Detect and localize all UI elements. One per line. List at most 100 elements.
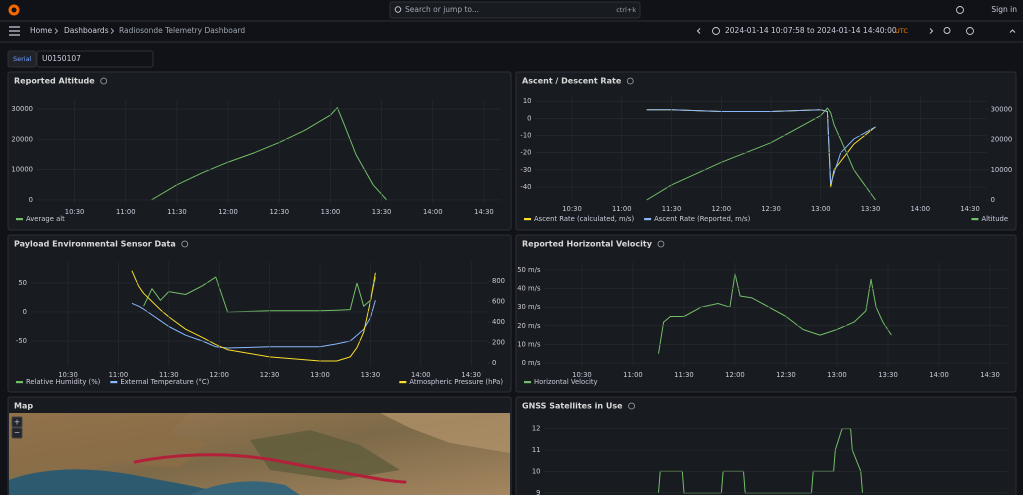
- x-tick-label: 14:00: [411, 371, 431, 379]
- breadcrumb-dashboards[interactable]: Dashboards: [64, 26, 109, 35]
- zoom-in[interactable]: +: [14, 418, 20, 427]
- y-tick-label: 40 m/s: [517, 285, 541, 293]
- x-tick-label: 12:00: [725, 371, 745, 379]
- chevron: [54, 28, 59, 34]
- y2-tick-label: 0: [991, 196, 995, 204]
- y-tick-label: -20: [520, 149, 531, 157]
- x-tick-label: 13:30: [372, 208, 392, 216]
- map-terrain: [380, 413, 510, 453]
- y-tick-label: 10 m/s: [517, 340, 541, 348]
- x-tick-label: 11:30: [159, 371, 179, 379]
- x-tick-label: 13:30: [361, 371, 381, 379]
- y-tick-label: 30000: [11, 105, 33, 113]
- search-box[interactable]: [389, 1, 641, 19]
- shift-back[interactable]: [696, 28, 701, 34]
- flight-track: [133, 453, 407, 484]
- panel-title: Map: [14, 402, 33, 411]
- y-tick-label: 0: [29, 196, 33, 204]
- search-shortcut: ctrl+k: [616, 6, 636, 14]
- zoom-in-button[interactable]: [11, 416, 23, 428]
- x-tick-label: 13:00: [310, 371, 330, 379]
- sign-in[interactable]: Sign in: [991, 5, 1017, 14]
- legend-label: Altitude: [981, 215, 1008, 223]
- panel: [515, 396, 1017, 495]
- y-tick-label: 9: [536, 489, 540, 495]
- y-tick-label: -30: [520, 166, 531, 174]
- collapse[interactable]: [1009, 29, 1016, 33]
- y-tick-label: 50 m/s: [517, 266, 541, 274]
- x-tick-label: 13:30: [878, 371, 898, 379]
- clock-icon: [712, 27, 720, 35]
- legend-label: Ascent Rate (Reported, m/s): [654, 215, 750, 223]
- plot: [131, 270, 376, 362]
- x-tick-label: 11:30: [662, 205, 682, 213]
- variable-input[interactable]: [36, 50, 154, 68]
- legend-swatch: [399, 381, 407, 384]
- variable-value[interactable]: U0150107: [42, 54, 81, 63]
- x-tick-label: 13:00: [811, 205, 831, 213]
- help-icon[interactable]: [956, 6, 964, 14]
- panel-title: Reported Horizontal Velocity: [522, 240, 653, 249]
- legend-swatch: [16, 218, 23, 221]
- legend-label: External Temperature (°C): [120, 378, 209, 386]
- map-terrain: [250, 430, 400, 480]
- map-view[interactable]: [9, 413, 510, 495]
- panel-title: Reported Altitude: [14, 77, 95, 86]
- x-tick-label: 11:30: [167, 208, 187, 216]
- x-tick-label: 10:30: [65, 208, 85, 216]
- x-tick-label: 13:00: [827, 371, 847, 379]
- y-tick-label: 0 m/s: [522, 359, 541, 367]
- x-tick-label: 14:30: [461, 371, 481, 379]
- legend-label: Relative Humidity (%): [26, 378, 101, 386]
- x-tick-label: 13:30: [861, 205, 881, 213]
- chevron: [110, 28, 115, 34]
- y-tick-label: -10: [520, 132, 531, 140]
- info-icon: [181, 240, 189, 248]
- legend-swatch: [971, 218, 979, 221]
- x-tick-label: 12:00: [209, 371, 229, 379]
- info-icon: [626, 77, 634, 85]
- menu-icon[interactable]: [9, 26, 20, 36]
- variable-label: Serial: [13, 55, 32, 63]
- y2-tick-label: 10000: [991, 166, 1013, 174]
- panel: [7, 234, 512, 393]
- panel: [515, 234, 1017, 393]
- legend-swatch: [524, 381, 531, 384]
- panel-title: Ascent / Descent Rate: [522, 77, 622, 86]
- refresh[interactable]: [966, 27, 974, 35]
- search-icon: [394, 6, 402, 13]
- series-line: [143, 276, 376, 313]
- legend-label: Average alt: [26, 215, 65, 223]
- zoom-out-button[interactable]: [11, 427, 23, 439]
- legend-swatch: [644, 218, 652, 221]
- x-tick-label: 12:00: [711, 205, 731, 213]
- x-tick-label: 14:00: [910, 205, 930, 213]
- y2-tick-label: 0: [492, 359, 496, 367]
- shift-forward[interactable]: [929, 28, 934, 34]
- x-tick-label: 14:00: [423, 208, 443, 216]
- info-icon: [100, 77, 108, 85]
- y-tick-label: 20000: [11, 135, 33, 143]
- x-tick-label: 11:00: [116, 208, 136, 216]
- y-tick-label: 0: [527, 114, 531, 122]
- info-icon: [628, 402, 635, 410]
- x-tick-label: 14:30: [980, 371, 1000, 379]
- zoom-out[interactable]: −: [14, 428, 20, 437]
- map-sea: [190, 481, 300, 495]
- y2-tick-label: 400: [492, 318, 505, 326]
- y-tick-label: -40: [520, 183, 531, 191]
- x-tick-label: 14:30: [474, 208, 494, 216]
- legend-label: Horizontal Velocity: [534, 378, 598, 386]
- y-tick-label: 0: [23, 308, 27, 316]
- x-tick-label: 12:30: [761, 205, 781, 213]
- timezone[interactable]: UTC: [895, 27, 908, 35]
- x-tick-label: 12:30: [269, 208, 289, 216]
- y2-tick-label: 200: [492, 339, 505, 347]
- time-range[interactable]: 2024-01-14 10:07:58 to 2024-01-14 14:40:…: [725, 26, 897, 35]
- y2-tick-label: 800: [492, 277, 505, 285]
- y-tick-label: 50: [18, 279, 27, 287]
- zoom-out-time[interactable]: [943, 27, 951, 34]
- breadcrumb-home[interactable]: Home: [30, 26, 53, 35]
- y-tick-label: 10: [523, 97, 532, 105]
